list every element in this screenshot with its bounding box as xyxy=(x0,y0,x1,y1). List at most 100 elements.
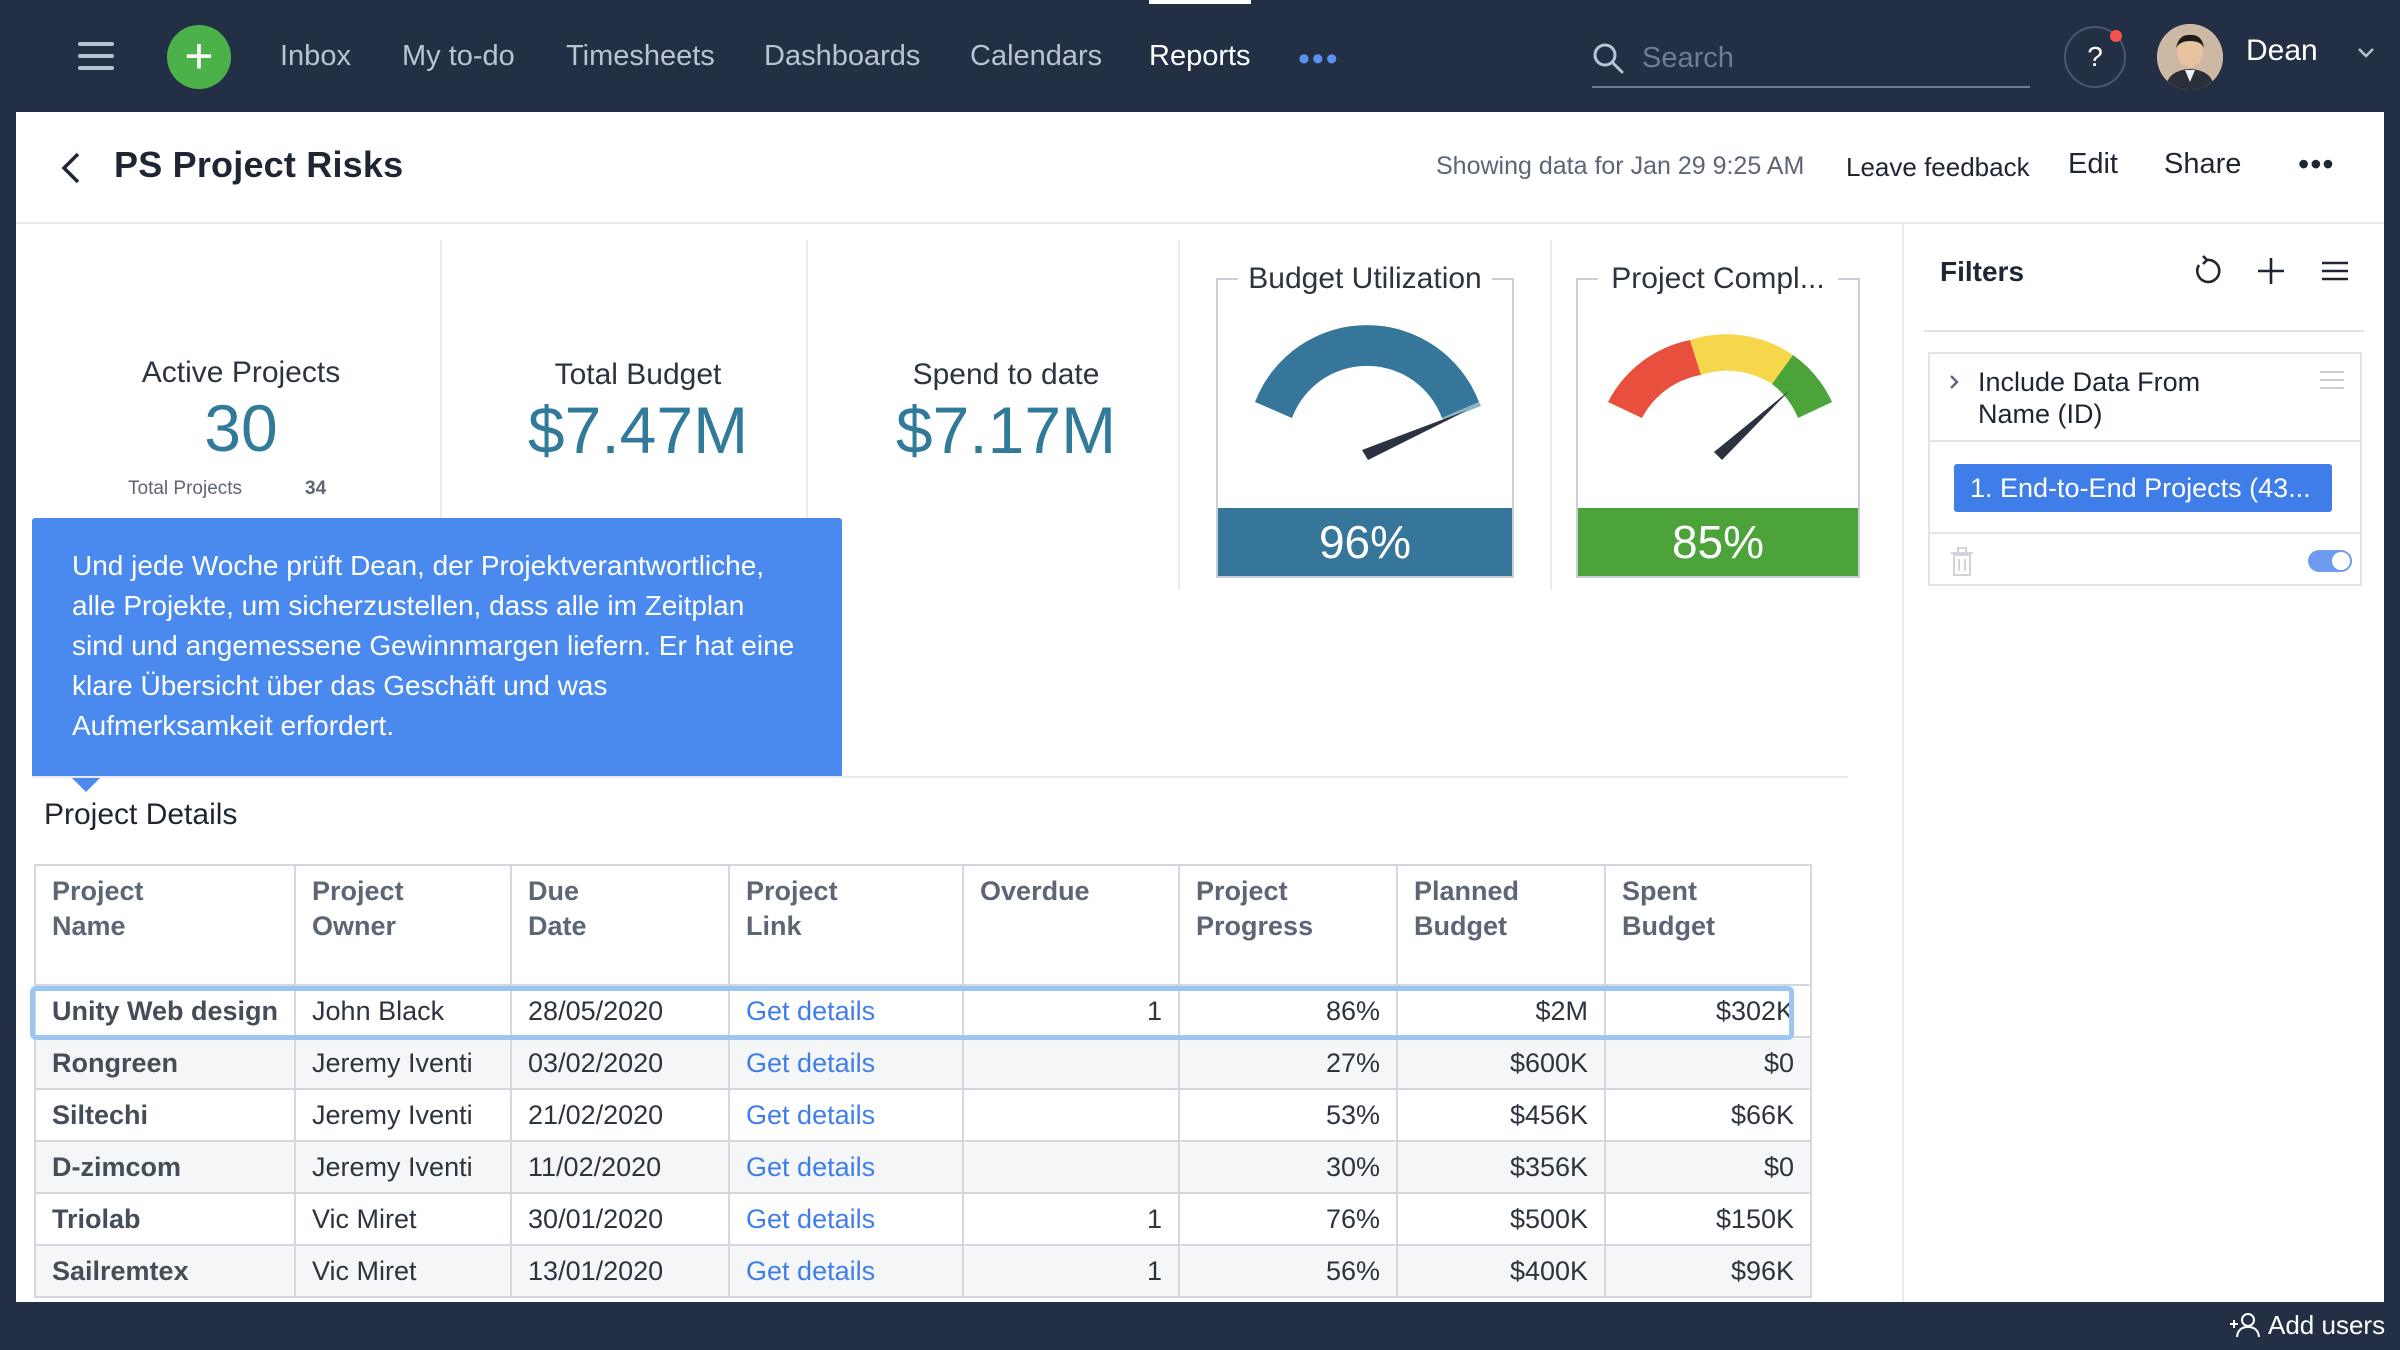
column-header[interactable]: Project Owner xyxy=(294,864,513,986)
spent-budget: $96K xyxy=(1604,1244,1813,1298)
column-header[interactable]: Planned Budget xyxy=(1396,864,1607,986)
project-details-table: Project Name Project Owner Due Date Project… xyxy=(33,864,1813,1298)
table-row[interactable]: D-zimcom Jeremy Iventi 11/02/2020 Get de… xyxy=(33,1140,1813,1194)
table-row[interactable]: Rongreen Jeremy Iventi 03/02/2020 Get de… xyxy=(33,1036,1813,1090)
back-arrow-icon[interactable] xyxy=(58,150,84,186)
column-header[interactable]: Project Link xyxy=(728,864,965,986)
project-progress: 56% xyxy=(1178,1244,1399,1298)
search-icon xyxy=(1593,43,1624,74)
project-owner: Jeremy Iventi xyxy=(294,1140,513,1194)
filter-menu-icon[interactable] xyxy=(2318,254,2352,288)
help-icon: ? xyxy=(2087,41,2103,72)
kpi-sub-label: Total Projects xyxy=(128,478,243,499)
project-progress: 76% xyxy=(1178,1192,1399,1246)
project-name: D-zimcom xyxy=(33,1140,297,1194)
project-progress: 27% xyxy=(1178,1036,1399,1090)
overdue-count: 1 xyxy=(962,1244,1181,1298)
filters-sidebar: Filters xyxy=(1902,224,2384,1302)
divider xyxy=(32,776,1848,778)
kpi-value: $7.47M xyxy=(527,393,749,467)
add-filter-icon[interactable] xyxy=(2254,254,2288,288)
more-options-button[interactable]: ••• xyxy=(2298,146,2335,182)
menu-icon[interactable] xyxy=(78,42,114,70)
add-users-button[interactable]: Add users xyxy=(2228,1310,2385,1341)
table-row[interactable]: Triolab Vic Miret 30/01/2020 Get details… xyxy=(33,1192,1813,1246)
kpi-value: $7.17M xyxy=(895,393,1117,467)
get-details-link[interactable]: Get details xyxy=(728,1036,965,1090)
filter-toggle[interactable] xyxy=(2308,550,2352,572)
spent-budget: $0 xyxy=(1604,1036,1813,1090)
nav-more-button[interactable]: ••• xyxy=(1298,40,1340,78)
get-details-link[interactable]: Get details xyxy=(728,1192,965,1246)
filters-title: Filters xyxy=(1940,256,2025,287)
project-owner: Jeremy Iventi xyxy=(294,1088,513,1142)
chevron-down-icon[interactable] xyxy=(2354,40,2378,64)
nav-my-to-do[interactable]: My to-do xyxy=(402,40,515,72)
get-details-link[interactable]: Get details xyxy=(728,1140,965,1194)
due-date: 13/01/2020 xyxy=(510,1244,731,1298)
chevron-right-icon[interactable] xyxy=(1946,372,1962,392)
column-header[interactable]: Overdue xyxy=(962,864,1181,986)
trash-icon[interactable] xyxy=(1948,546,1976,578)
gauge-value: 85% xyxy=(1578,508,1858,576)
nav-calendars[interactable]: Calendars xyxy=(970,40,1103,72)
project-owner: John Black xyxy=(294,984,513,1038)
spent-budget: $302K xyxy=(1604,984,1813,1038)
gauge-value: 96% xyxy=(1218,508,1512,576)
leave-feedback-button[interactable]: Leave feedback xyxy=(1846,152,2030,182)
page-title: PS Project Risks xyxy=(114,144,404,185)
divider xyxy=(806,240,808,590)
search-box[interactable] xyxy=(1592,30,2030,88)
gauge-dial xyxy=(1255,325,1481,460)
table-row[interactable]: Sailremtex Vic Miret 13/01/2020 Get deta… xyxy=(33,1244,1813,1298)
get-details-link[interactable]: Get details xyxy=(728,984,965,1038)
drag-handle-icon[interactable] xyxy=(2318,368,2346,392)
search-input[interactable] xyxy=(1640,36,2020,80)
share-button[interactable]: Share xyxy=(2164,148,2242,180)
filter-card: Include Data From Name (ID) 1. End-to-End… xyxy=(1928,352,2362,586)
column-header[interactable]: Project Progress xyxy=(1178,864,1399,986)
filter-value-chip[interactable]: 1. End-to-End Projects (43... xyxy=(1954,464,2332,512)
create-new-button[interactable]: + xyxy=(167,25,231,89)
project-name: Unity Web design xyxy=(33,984,297,1038)
nav-dashboards[interactable]: Dashboards xyxy=(764,40,921,72)
nav-timesheets[interactable]: Timesheets xyxy=(566,40,715,72)
project-name: Sailremtex xyxy=(33,1244,297,1298)
planned-budget: $2M xyxy=(1396,984,1607,1038)
overdue-count xyxy=(962,1140,1181,1194)
section-title: Project Details xyxy=(44,798,238,831)
due-date: 30/01/2020 xyxy=(510,1192,731,1246)
kpi-total-budget: Total Budget $7.47M xyxy=(466,358,810,468)
reset-icon[interactable] xyxy=(2190,254,2224,288)
column-header[interactable]: Due Date xyxy=(510,864,731,986)
kpi-value: 30 xyxy=(204,391,278,465)
get-details-link[interactable]: Get details xyxy=(728,1244,965,1298)
due-date: 28/05/2020 xyxy=(510,984,731,1038)
kpi-spend-to-date: Spend to date $7.17M xyxy=(834,358,1178,468)
column-header[interactable]: Project Name xyxy=(33,864,297,986)
help-button[interactable]: ? xyxy=(2064,26,2126,88)
filter-card-header[interactable]: Include Data From Name (ID) xyxy=(1930,354,2360,442)
nav-inbox[interactable]: Inbox xyxy=(280,40,351,72)
user-name[interactable]: Dean xyxy=(2246,34,2318,67)
kpi-sub-value: 34 xyxy=(305,478,327,499)
top-navigation-bar: + Inbox My to-do Timesheets Dashboards C… xyxy=(0,0,2400,112)
project-progress: 86% xyxy=(1178,984,1399,1038)
divider xyxy=(1924,330,2364,332)
project-name: Rongreen xyxy=(33,1036,297,1090)
kpi-title: Active Projects xyxy=(141,356,341,389)
project-owner: Jeremy Iventi xyxy=(294,1036,513,1090)
table-row[interactable]: Siltechi Jeremy Iventi 21/02/2020 Get de… xyxy=(33,1088,1813,1142)
avatar[interactable] xyxy=(2157,24,2223,90)
nav-reports[interactable]: Reports xyxy=(1149,0,1251,112)
edit-button[interactable]: Edit xyxy=(2068,148,2118,180)
planned-budget: $600K xyxy=(1396,1036,1607,1090)
table-row[interactable]: Unity Web design John Black 28/05/2020 G… xyxy=(33,984,1813,1038)
gauge-budget-utilization: Budget Utilization 96% xyxy=(1216,262,1514,578)
get-details-link[interactable]: Get details xyxy=(728,1088,965,1142)
add-users-label: Add users xyxy=(2268,1310,2386,1340)
divider xyxy=(1178,240,1180,590)
filter-label: Include Data From Name (ID) xyxy=(1978,367,2201,429)
column-header[interactable]: Spent Budget xyxy=(1604,864,1813,986)
due-date: 03/02/2020 xyxy=(510,1036,731,1090)
